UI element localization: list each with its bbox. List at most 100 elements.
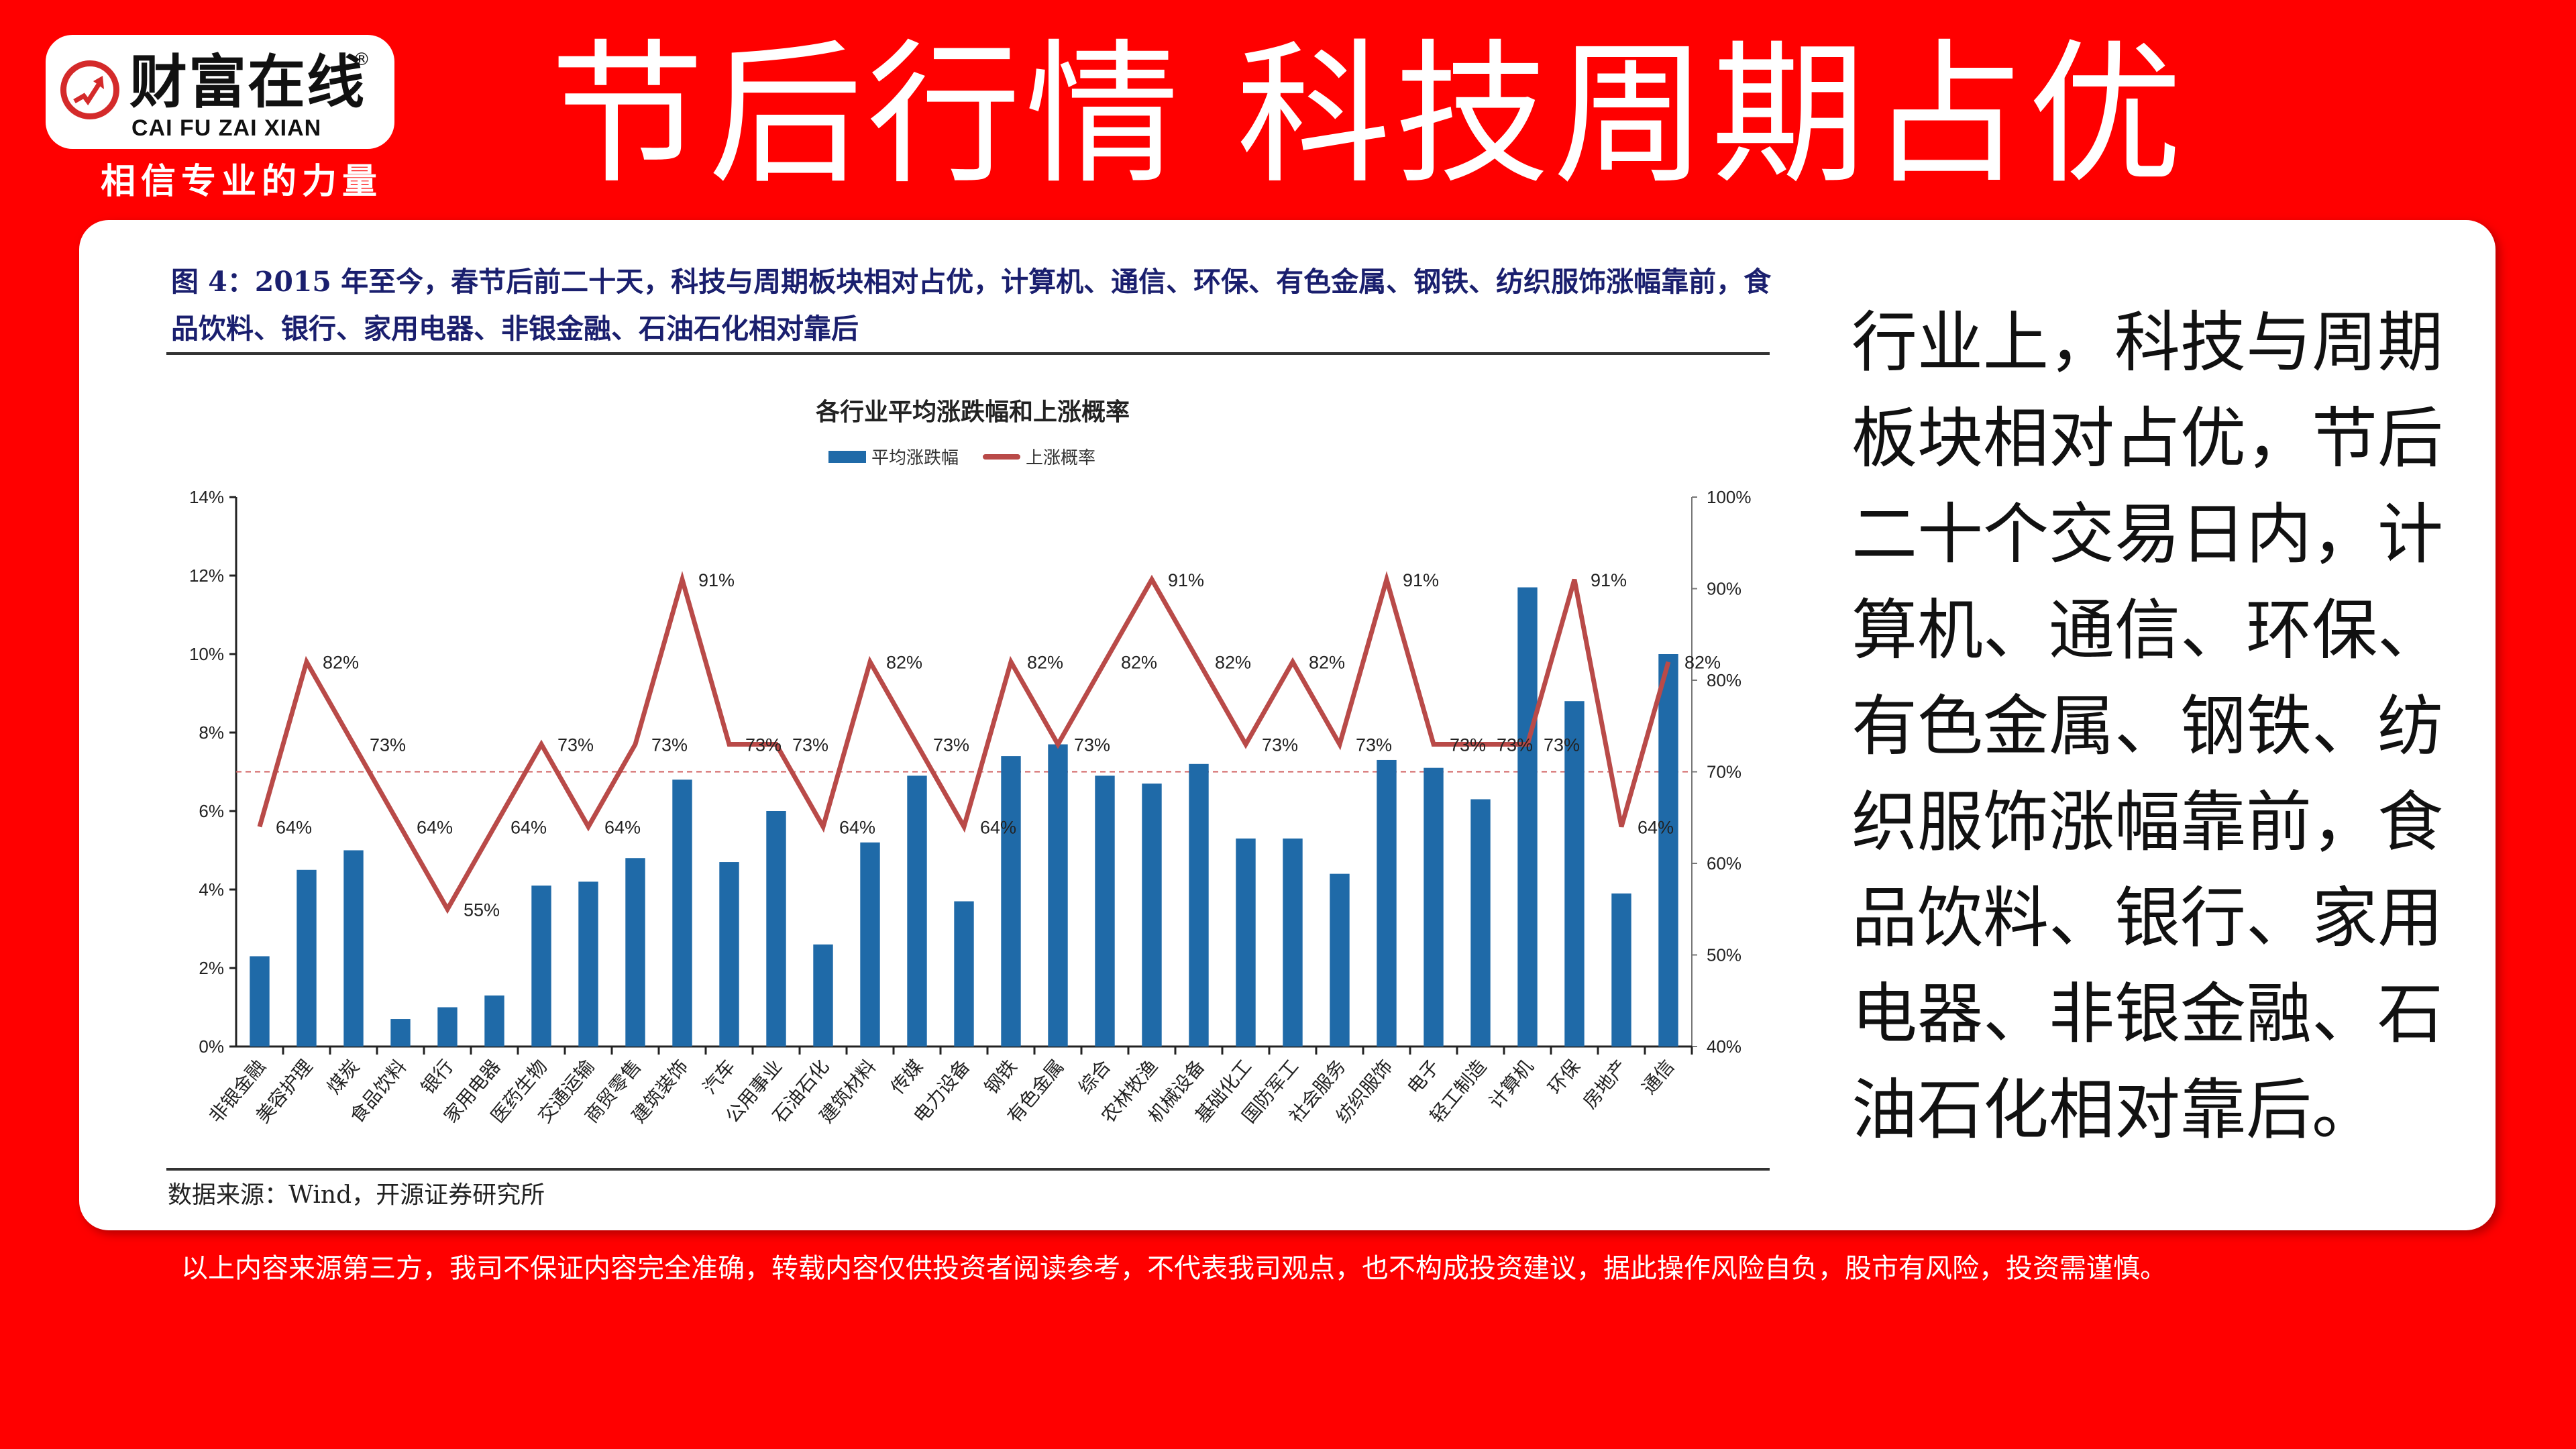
data-label: 82%: [1309, 653, 1345, 673]
bar: [1283, 838, 1303, 1046]
data-label: 73%: [745, 735, 782, 755]
bar: [1236, 838, 1256, 1046]
y-tick-label: 6%: [199, 801, 224, 821]
x-tick-label: 通信: [1638, 1055, 1678, 1098]
caption-divider: [166, 352, 1770, 355]
y2-tick-label: 90%: [1707, 579, 1741, 599]
y-tick-label: 12%: [189, 566, 224, 586]
source-divider: [166, 1168, 1770, 1171]
data-label: 82%: [1121, 653, 1157, 673]
brand-logo: 财富在线 ® CAI FU ZAI XIAN: [46, 35, 394, 149]
rising-arrow-circle-icon: [60, 60, 119, 119]
legend-bar-swatch: [828, 450, 866, 463]
data-label: 64%: [1638, 817, 1674, 837]
bar: [1517, 587, 1538, 1046]
data-label: 82%: [886, 653, 922, 673]
data-label: 55%: [464, 900, 500, 920]
data-label: 91%: [698, 570, 735, 590]
bar: [766, 811, 786, 1046]
data-label: 91%: [1403, 570, 1439, 590]
bar: [1048, 744, 1068, 1046]
data-label: 64%: [980, 817, 1016, 837]
x-tick-label: 钢铁: [980, 1055, 1021, 1098]
y2-tick-label: 60%: [1707, 853, 1741, 873]
bar: [1189, 763, 1209, 1046]
registered-mark: ®: [353, 50, 370, 70]
bar: [343, 850, 364, 1046]
x-tick-label: 电子: [1403, 1055, 1444, 1098]
data-label: 73%: [933, 735, 969, 755]
bar: [1330, 873, 1350, 1046]
data-label: 64%: [604, 817, 641, 837]
x-tick-label: 综合: [1074, 1055, 1115, 1098]
data-label: 73%: [370, 735, 406, 755]
chart-title: 各行业平均涨跌幅和上涨概率: [815, 398, 1130, 426]
data-label: 73%: [792, 735, 828, 755]
bar: [672, 780, 692, 1046]
y2-tick-label: 100%: [1707, 487, 1752, 507]
y-tick-label: 14%: [189, 487, 224, 507]
x-tick-label: 银行: [417, 1055, 458, 1098]
bar: [437, 1007, 458, 1046]
data-label: 73%: [557, 735, 594, 755]
brand-slogan: 相信专业的力量: [101, 161, 383, 202]
bar: [860, 842, 880, 1046]
bar: [250, 956, 270, 1046]
data-label: 91%: [1168, 570, 1204, 590]
data-label: 73%: [1544, 735, 1580, 755]
data-label: 73%: [1356, 735, 1392, 755]
legend-item-line: 上涨概率: [983, 444, 1095, 469]
x-tick-label: 环保: [1544, 1055, 1585, 1098]
legend-label: 平均涨跌幅: [871, 448, 959, 468]
bar: [1001, 756, 1021, 1046]
bar: [954, 901, 974, 1046]
y-tick-label: 4%: [199, 879, 224, 900]
data-label: 82%: [323, 653, 359, 673]
legend-line-swatch: [983, 453, 1021, 460]
data-label: 73%: [1450, 735, 1486, 755]
bar: [297, 869, 317, 1046]
bar: [625, 858, 645, 1046]
legend-item-bar: 平均涨跌幅: [828, 444, 959, 469]
y2-tick-label: 50%: [1707, 945, 1741, 965]
data-label: 82%: [1027, 653, 1063, 673]
data-label: 91%: [1591, 570, 1627, 590]
chart-legend: 平均涨跌幅 上涨概率: [828, 444, 1110, 469]
page-headline: 节后行情 科技周期占优: [550, 26, 2187, 205]
y-tick-label: 10%: [189, 644, 224, 664]
data-label: 73%: [1262, 735, 1298, 755]
data-label: 64%: [276, 817, 312, 837]
bar: [1470, 799, 1491, 1046]
data-label: 73%: [1497, 735, 1533, 755]
bar: [1095, 775, 1115, 1046]
y-tick-label: 0%: [199, 1036, 224, 1057]
x-tick-label: 房地产: [1578, 1055, 1631, 1113]
data-label: 82%: [1684, 653, 1721, 673]
content-card: [79, 220, 2496, 1230]
bar: [578, 881, 598, 1046]
legend-label: 上涨概率: [1026, 448, 1096, 468]
data-label: 64%: [417, 817, 453, 837]
bar: [531, 885, 551, 1046]
x-tick-label: 煤炭: [323, 1055, 364, 1098]
bar: [1564, 701, 1585, 1046]
y-tick-label: 8%: [199, 722, 224, 743]
bar: [907, 775, 927, 1046]
body-text: 行业上，科技与周期板块相对占优，节后二十个交易日内，计算机、通信、环保、有色金属…: [1851, 305, 2444, 1148]
disclaimer: 以上内容来源第三方，我司不保证内容完全准确，转载内容仅供投资者阅读参考，不代表我…: [181, 1253, 2167, 1284]
x-tick-label: 传媒: [886, 1055, 927, 1098]
bar: [1658, 654, 1678, 1046]
bar: [390, 1019, 411, 1046]
y2-tick-label: 40%: [1707, 1036, 1741, 1057]
bar: [1611, 893, 1631, 1046]
data-label: 64%: [839, 817, 875, 837]
bar: [1424, 767, 1444, 1046]
bar: [1377, 759, 1397, 1046]
x-tick-label: 汽车: [698, 1055, 739, 1098]
probability-line: [257, 571, 1671, 914]
brand-name-en: CAI FU ZAI XIAN: [131, 115, 322, 141]
y2-tick-label: 70%: [1707, 762, 1741, 782]
bar: [813, 944, 833, 1046]
bar: [484, 995, 504, 1046]
